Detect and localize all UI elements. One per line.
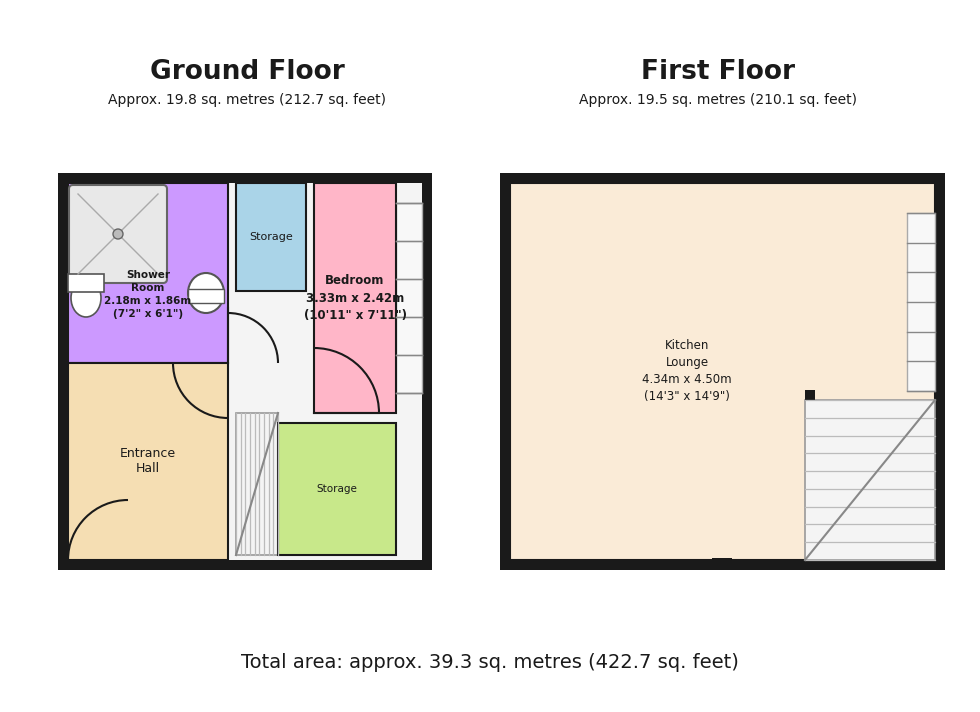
Text: Approx. 19.5 sq. metres (210.1 sq. feet): Approx. 19.5 sq. metres (210.1 sq. feet) bbox=[579, 93, 857, 107]
Bar bbox=[58, 173, 432, 570]
Bar bbox=[278, 423, 396, 555]
Ellipse shape bbox=[71, 279, 101, 317]
Bar bbox=[68, 363, 228, 560]
Ellipse shape bbox=[188, 273, 224, 313]
Text: Ground Floor: Ground Floor bbox=[150, 59, 344, 85]
Text: Kitchen
Lounge
4.34m x 4.50m
(14'3" x 14'9"): Kitchen Lounge 4.34m x 4.50m (14'3" x 14… bbox=[642, 339, 732, 403]
Text: Shower
Room
2.18m x 1.86m
(7'2" x 6'1"): Shower Room 2.18m x 1.86m (7'2" x 6'1") bbox=[105, 270, 192, 320]
Bar bbox=[68, 183, 228, 363]
Text: Entrance
Hall: Entrance Hall bbox=[120, 447, 176, 475]
Circle shape bbox=[113, 229, 123, 239]
Bar bbox=[188, 289, 224, 303]
Text: Storage: Storage bbox=[249, 232, 293, 242]
Bar bbox=[68, 183, 422, 560]
Text: First Floor: First Floor bbox=[641, 59, 795, 85]
Bar bbox=[805, 390, 815, 400]
Bar bbox=[236, 183, 306, 291]
Text: Bedroom
3.33m x 2.42m
(10'11" x 7'11"): Bedroom 3.33m x 2.42m (10'11" x 7'11") bbox=[304, 275, 407, 322]
Bar bbox=[236, 413, 278, 555]
Bar bbox=[68, 274, 104, 292]
Bar bbox=[396, 203, 422, 393]
Text: Storage: Storage bbox=[317, 484, 358, 494]
Bar bbox=[510, 183, 935, 560]
Text: Total area: approx. 39.3 sq. metres (422.7 sq. feet): Total area: approx. 39.3 sq. metres (422… bbox=[241, 652, 739, 671]
Text: Approx. 19.8 sq. metres (212.7 sq. feet): Approx. 19.8 sq. metres (212.7 sq. feet) bbox=[108, 93, 386, 107]
Bar bbox=[314, 183, 396, 413]
Bar bbox=[510, 183, 935, 560]
Bar bbox=[500, 173, 945, 570]
Bar bbox=[907, 213, 935, 391]
FancyBboxPatch shape bbox=[69, 185, 167, 283]
Bar bbox=[805, 400, 935, 560]
Bar bbox=[712, 558, 732, 570]
